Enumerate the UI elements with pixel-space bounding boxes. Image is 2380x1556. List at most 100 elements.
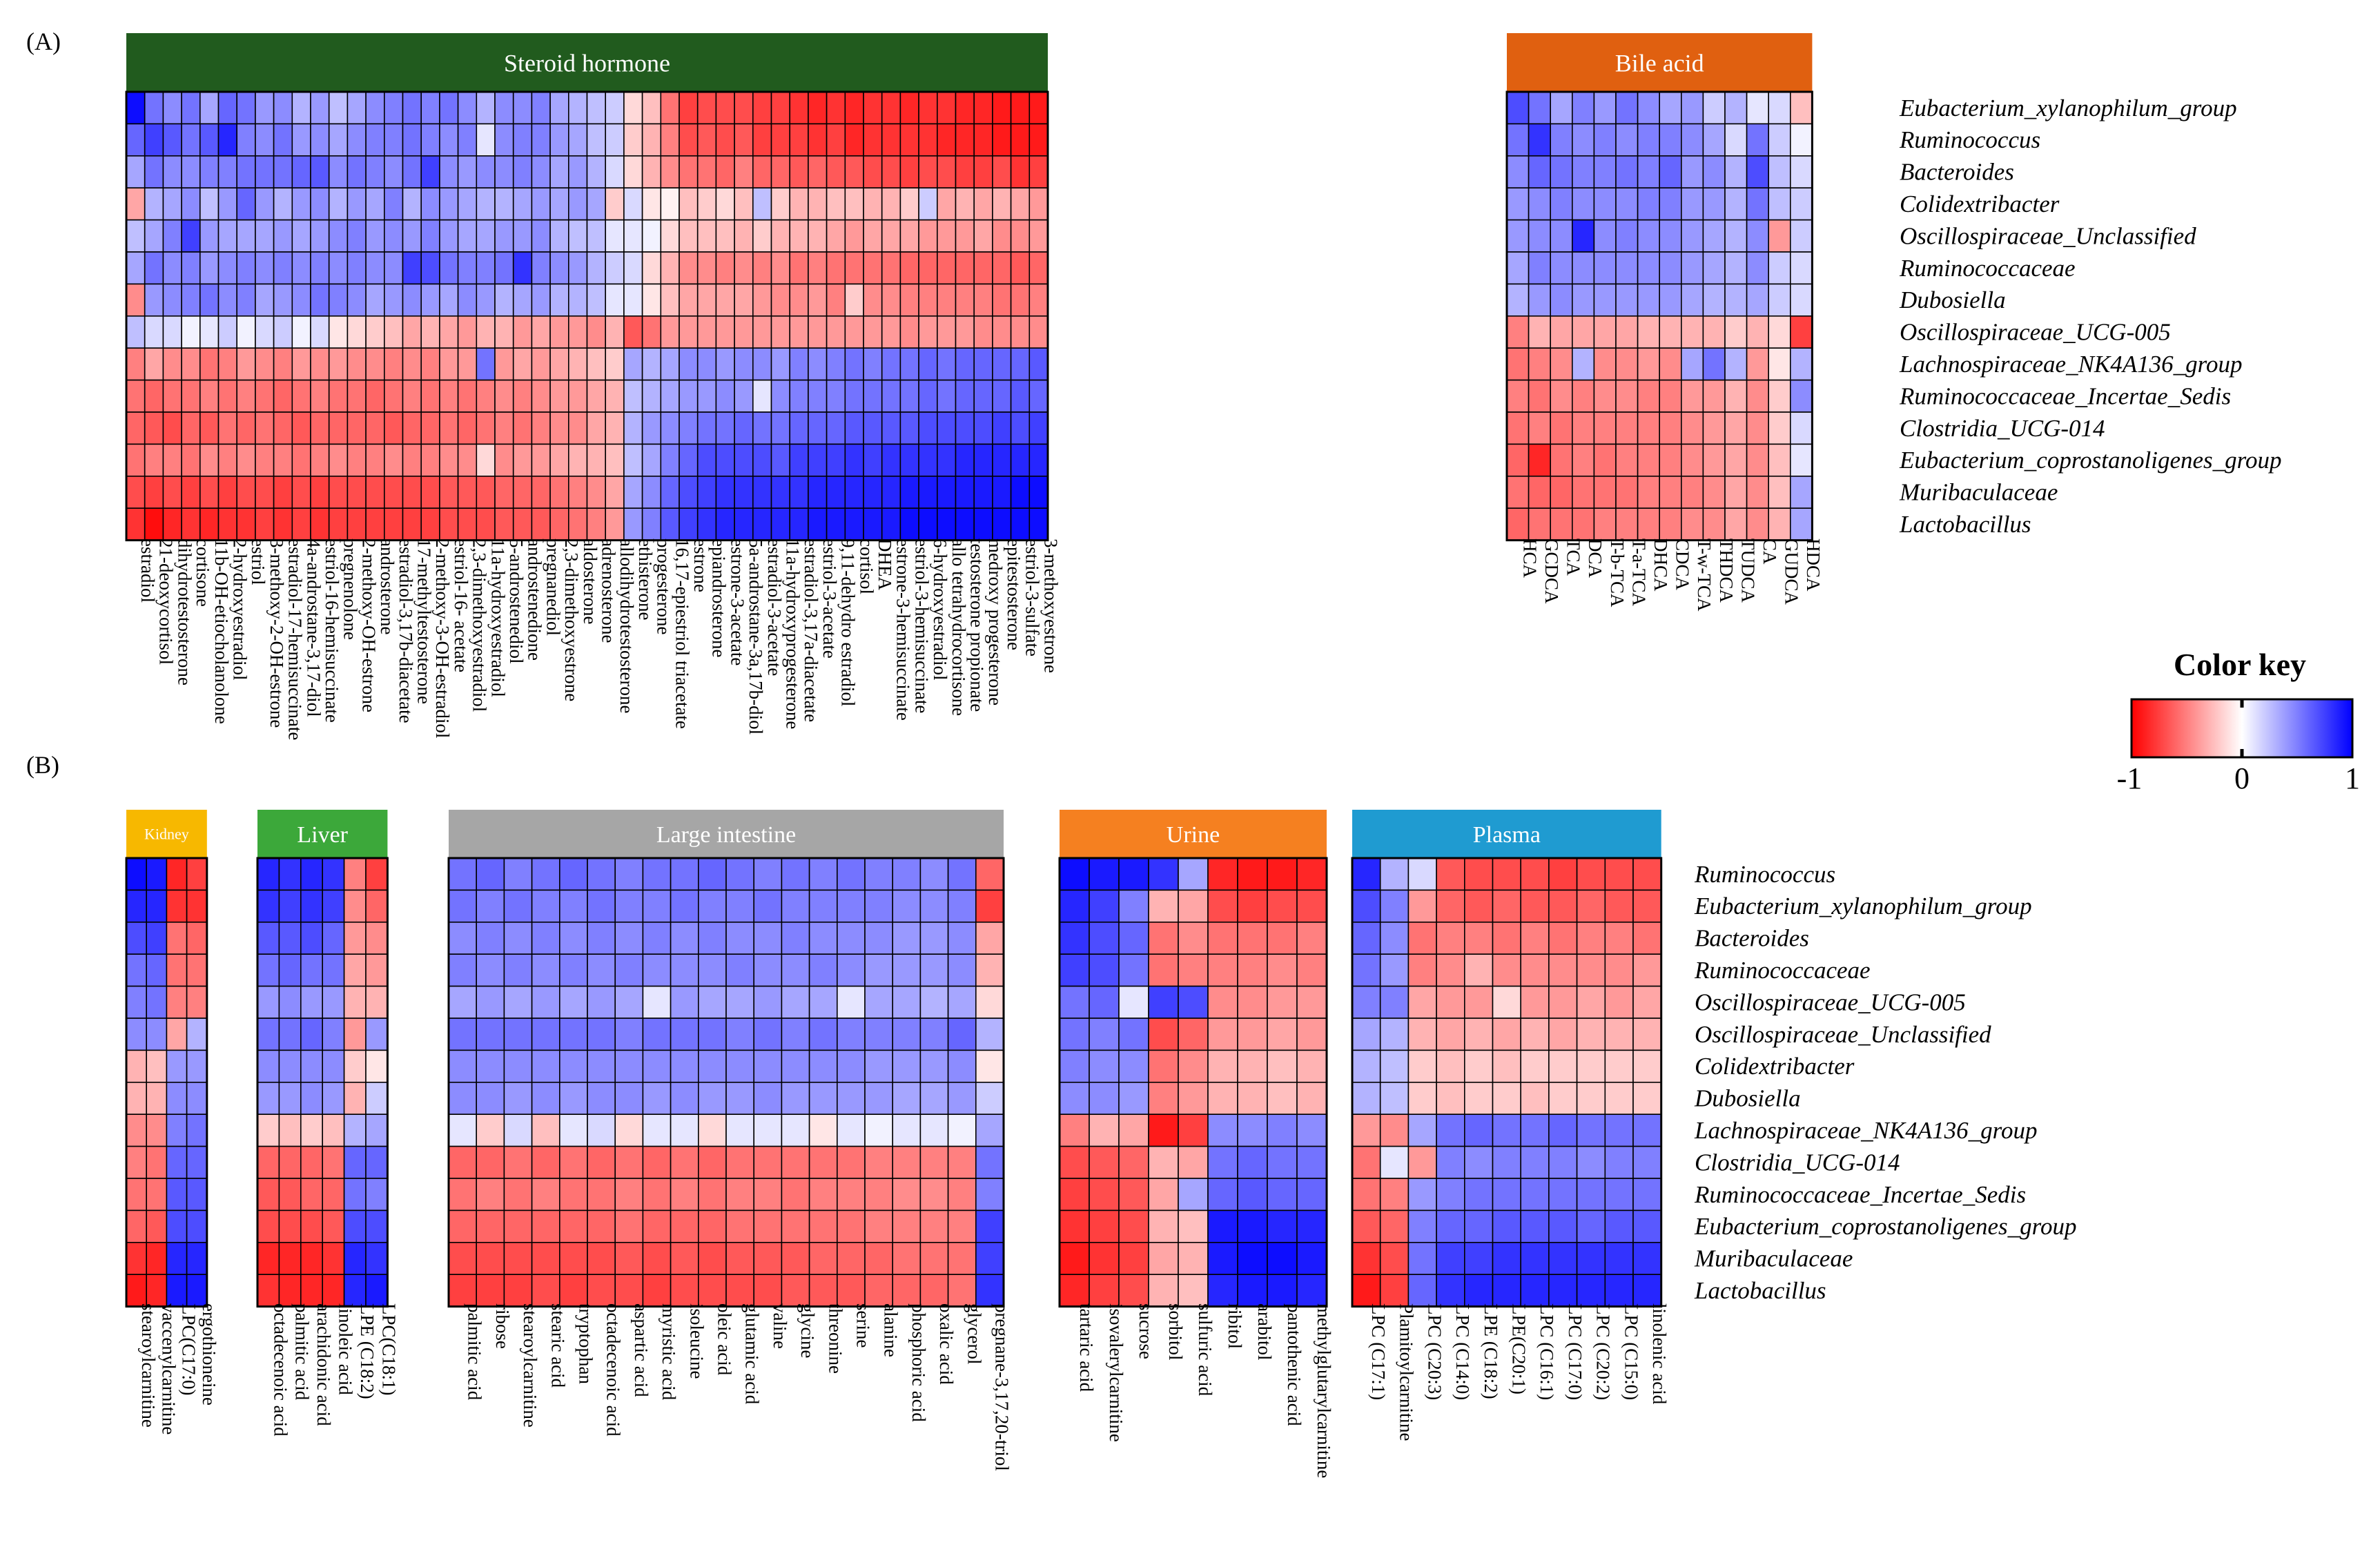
heatmap-cell <box>789 283 809 317</box>
heatmap-cell <box>278 1274 302 1307</box>
heatmap-cell <box>837 889 866 923</box>
heatmap-cell <box>300 922 323 955</box>
heatmap-cell <box>808 1209 838 1243</box>
row-label: Clostridia_UCG-014 <box>1900 415 2105 442</box>
heatmap-cell <box>383 443 404 477</box>
heatmap-cell <box>1296 889 1327 923</box>
heatmap-cell <box>696 507 717 541</box>
heatmap-cell <box>770 379 791 413</box>
heatmap-cell <box>1550 251 1573 285</box>
heatmap-cell <box>531 857 560 891</box>
heatmap-cell <box>973 155 993 189</box>
heatmap-cell <box>587 922 616 955</box>
heatmap-cell <box>605 187 625 221</box>
heatmap-cell <box>531 379 551 413</box>
heatmap-cell <box>347 123 367 157</box>
heatmap-cell <box>1702 475 1726 509</box>
heatmap-cell <box>186 1145 208 1179</box>
heatmap-cell <box>670 889 699 923</box>
heatmap-cell <box>1148 1178 1179 1212</box>
heatmap-cell <box>770 219 791 253</box>
heatmap-cell <box>531 922 560 955</box>
heatmap-cell <box>273 347 293 381</box>
heatmap-cell <box>1148 1049 1179 1083</box>
heatmap-cell <box>300 1018 323 1051</box>
heatmap-cell <box>623 379 643 413</box>
heatmap-cell <box>1615 219 1639 253</box>
heatmap-cell <box>1681 187 1704 221</box>
heatmap-cell <box>1010 251 1031 285</box>
heatmap-cell <box>725 1242 755 1276</box>
heatmap-cell <box>1028 251 1048 285</box>
heatmap-cell <box>343 1242 367 1276</box>
heatmap-cell <box>126 1145 148 1179</box>
heatmap-cell <box>881 443 901 477</box>
heatmap-cell <box>1632 889 1662 923</box>
heatmap-cell <box>864 1049 894 1083</box>
heatmap-cell <box>725 857 755 891</box>
heatmap-cell <box>918 475 938 509</box>
heatmap-cell <box>1492 1082 1522 1116</box>
heatmap-cell <box>199 443 220 477</box>
heatmap-cell <box>236 507 256 541</box>
heatmap-cell <box>1506 379 1530 413</box>
heatmap-cell <box>1464 985 1494 1019</box>
heatmap-cell <box>863 283 883 317</box>
heatmap-cell <box>725 922 755 955</box>
heatmap-cell <box>614 1018 644 1051</box>
heatmap-cell <box>365 922 389 955</box>
heatmap-cell <box>892 1178 921 1212</box>
heatmap-cell <box>236 251 256 285</box>
heatmap-cell <box>1178 1145 1209 1179</box>
heatmap-cell <box>1178 985 1209 1019</box>
heatmap-cell <box>476 155 496 189</box>
heatmap-cell <box>1702 123 1726 157</box>
heatmap-cell <box>844 123 864 157</box>
heatmap-cell <box>186 922 208 955</box>
heatmap-cell <box>642 1113 672 1147</box>
heatmap-cell <box>837 857 866 891</box>
heatmap-cell <box>567 123 588 157</box>
heatmap-cell <box>918 443 938 477</box>
heatmap-cell <box>278 953 302 987</box>
heatmap-cell <box>512 251 533 285</box>
heatmap-cell <box>1548 1209 1578 1243</box>
heatmap-cell <box>725 1113 755 1147</box>
heatmap-cell <box>808 251 828 285</box>
heatmap-cell <box>1506 507 1530 541</box>
heatmap-cell <box>343 1018 367 1051</box>
heatmap-cell <box>614 1145 644 1179</box>
heatmap-cell <box>1089 1049 1120 1083</box>
heatmap-cell <box>166 1145 188 1179</box>
heatmap-cell <box>1593 123 1617 157</box>
heatmap-cell <box>1790 251 1813 285</box>
heatmap-cell <box>864 922 894 955</box>
heatmap-cell <box>1572 251 1595 285</box>
heatmap-cell <box>1464 1049 1494 1083</box>
heatmap-cell <box>937 507 957 541</box>
heatmap-cell <box>1436 1209 1465 1243</box>
heatmap-cell <box>1148 1082 1179 1116</box>
heatmap-cell <box>1615 379 1639 413</box>
column-label: ergothioneine <box>199 1303 220 1406</box>
heatmap-cell <box>1492 1145 1522 1179</box>
heatmap-cell <box>937 219 957 253</box>
heatmap-cell <box>1528 507 1552 541</box>
column-label: estriol <box>248 538 269 585</box>
heatmap-cell <box>1520 1082 1550 1116</box>
heatmap-cell <box>660 251 680 285</box>
heatmap-cell <box>753 953 783 987</box>
heatmap-cell <box>126 1178 148 1212</box>
heatmap-cell <box>531 1049 560 1083</box>
heatmap-cell <box>586 155 607 189</box>
heatmap-cell <box>892 857 921 891</box>
heatmap-cell <box>365 1242 389 1276</box>
heatmap-cell <box>1615 347 1639 381</box>
heatmap-cell <box>937 251 957 285</box>
heatmap-cell <box>1768 155 1791 189</box>
heatmap-cell <box>899 219 919 253</box>
heatmap-cell <box>181 155 201 189</box>
column-label: epitestosterone <box>1004 538 1024 650</box>
heatmap-cell <box>1637 283 1661 317</box>
